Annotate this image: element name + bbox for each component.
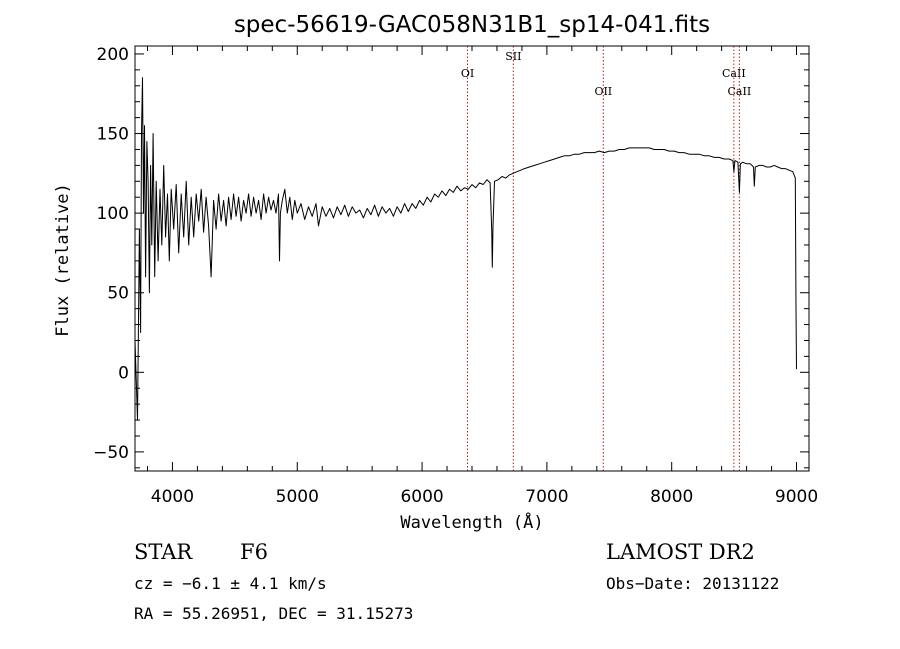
spectrum-line [134, 77, 797, 421]
x-tick-label: 8000 [650, 487, 693, 507]
plot-frame [134, 45, 810, 472]
y-tick-label: 200 [97, 45, 129, 65]
spectral-line-label: CaII [722, 67, 746, 80]
y-tick-label: 150 [97, 125, 129, 145]
x-tick-label: 4000 [151, 487, 194, 507]
y-tick-label: 0 [118, 363, 129, 383]
y-tick-label: 50 [107, 284, 129, 304]
x-tick-label: 6000 [400, 487, 443, 507]
plot-area: 4000 5000 6000 7000 8000 9000 −50 0 50 100 150 200 O… [93, 45, 818, 507]
y-tick-label: 100 [97, 204, 129, 224]
spectral-line-label: SII [505, 50, 521, 63]
spectral-line-label: CaII [728, 85, 752, 98]
spectral-line-label: OII [594, 85, 612, 98]
redshift-cz: cz = −6.1 ± 4.1 km/s [134, 574, 327, 593]
x-tick-label: 9000 [775, 487, 818, 507]
survey-name: LAMOST DR2 [606, 540, 755, 564]
spectral-class: STAR [134, 540, 193, 564]
spectral-line-label: OI [461, 67, 474, 80]
x-tick-label: 5000 [276, 487, 319, 507]
coordinates: RA = 55.26951, DEC = 31.15273 [134, 604, 413, 623]
observation-date: Obs−Date: 20131122 [606, 574, 779, 593]
spectral-subclass: F6 [240, 540, 268, 564]
x-tick-label: 7000 [525, 487, 568, 507]
y-tick-label: −50 [93, 443, 129, 463]
y-axis-label: Flux (relative) [53, 183, 73, 337]
x-axis-label: Wavelength (Å) [400, 511, 543, 533]
chart-title: spec-56619-GAC058N31B1_sp14-041.fits [234, 12, 710, 38]
